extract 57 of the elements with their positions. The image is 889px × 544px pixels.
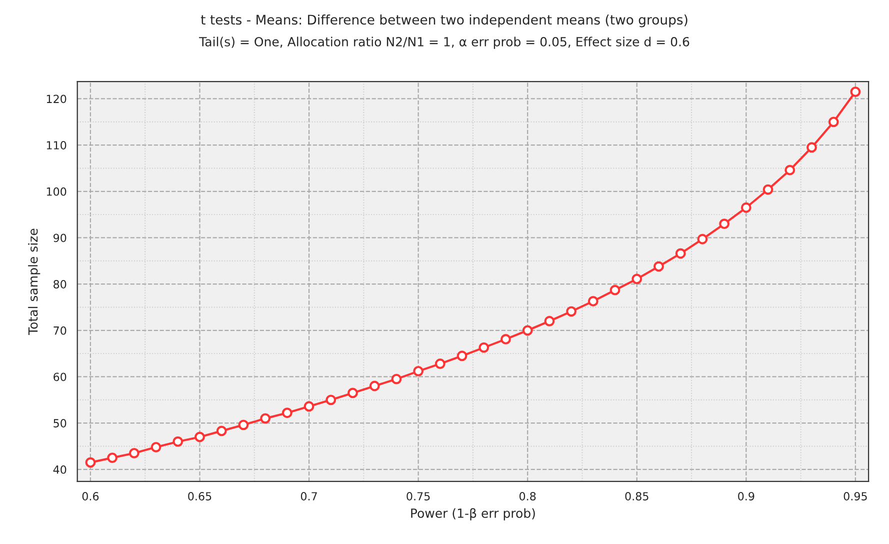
y-tick-label: 40 <box>53 465 66 474</box>
point <box>172 436 184 447</box>
x-tick-label: 0.7 <box>300 492 317 500</box>
y-axis-title: Total sample size <box>28 228 40 335</box>
x-tick-label: 0.8 <box>519 492 536 500</box>
point <box>740 202 752 213</box>
point <box>610 284 620 296</box>
chart-title: t tests - Means: Difference between two independent means (two groups) <box>200 14 688 28</box>
y-tick-label: 100 <box>46 187 66 196</box>
point <box>522 325 533 336</box>
point <box>588 296 598 306</box>
point <box>806 142 817 153</box>
point <box>85 457 96 468</box>
point <box>326 394 336 406</box>
point <box>500 334 511 344</box>
point <box>850 86 861 98</box>
y-tick-label: 50 <box>54 419 66 428</box>
y-tick-label: 80 <box>54 280 66 288</box>
point <box>194 432 205 442</box>
point <box>762 184 774 195</box>
y-tick-label: 70 <box>54 326 66 335</box>
point <box>632 274 642 284</box>
point <box>719 218 730 230</box>
point <box>566 306 577 317</box>
chart-subtitle: Tail(s) = One, Allocation ratio N2/N1 = 1, α err prob = 0.05, Effect size d = 0.6 <box>199 36 690 49</box>
point <box>304 401 314 412</box>
point <box>828 116 839 128</box>
x-tick-label: 0.9 <box>738 492 754 500</box>
point <box>434 358 446 369</box>
x-tick-label: 0.85 <box>625 492 648 500</box>
point <box>413 366 424 376</box>
point <box>697 234 708 244</box>
point <box>784 164 796 176</box>
y-tick-label: 110 <box>46 141 66 150</box>
x-tick-label: 0.75 <box>406 492 430 500</box>
point <box>107 452 118 464</box>
x-tick-label: 0.65 <box>188 492 212 500</box>
x-tick-label: 0.95 <box>844 492 867 500</box>
x-axis-title: Power (1-β err prob) <box>411 508 535 520</box>
point <box>260 413 271 424</box>
point <box>544 316 555 326</box>
point <box>150 442 162 452</box>
y-tick-label: 120 <box>46 94 66 104</box>
y-tick-label: 60 <box>54 372 66 382</box>
y-tick-label: 90 <box>53 234 66 242</box>
point <box>369 380 380 392</box>
point <box>391 374 402 384</box>
point <box>282 408 292 418</box>
point <box>456 350 468 362</box>
point <box>478 342 490 353</box>
point <box>238 420 249 430</box>
point <box>654 261 664 272</box>
point <box>128 448 140 458</box>
point <box>348 388 358 398</box>
point <box>675 248 686 259</box>
point <box>216 426 227 436</box>
x-tick-label: 0.6 <box>82 492 99 500</box>
